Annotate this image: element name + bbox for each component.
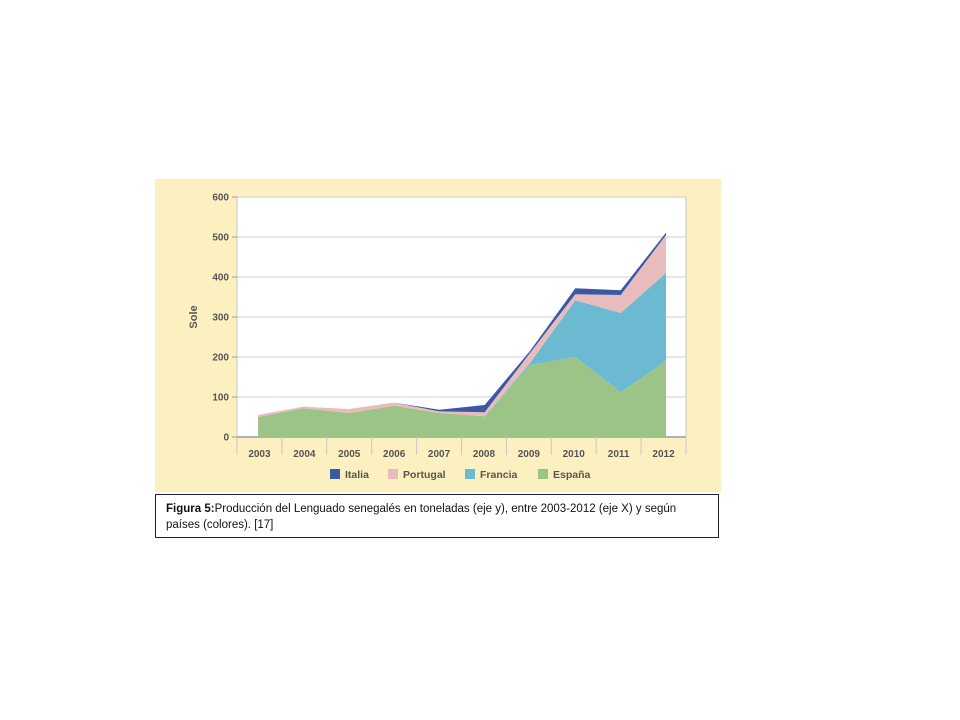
y-tick-label: 100	[212, 393, 229, 404]
x-tick-label: 2010	[563, 449, 586, 460]
caption-text: Producción del Lenguado senegalés en ton…	[166, 503, 677, 531]
x-tick-label: 2007	[428, 449, 451, 460]
y-tick-label: 0	[223, 433, 229, 444]
x-tick-label: 2005	[338, 449, 361, 460]
legend-label: Italia	[345, 469, 369, 481]
x-tick-label: 2006	[383, 449, 406, 460]
y-tick-label: 200	[212, 353, 229, 364]
legend-label: Portugal	[403, 469, 446, 481]
area-series-francia	[258, 273, 666, 417]
chart-panel: 0 100 200 300 400 500 600 2003 2004 2005 2006 2007…	[155, 179, 721, 492]
legend-swatch	[465, 469, 475, 479]
y-axis-title: Sole	[188, 305, 200, 328]
legend-item-espana: España	[538, 469, 591, 481]
y-tick-label: 400	[212, 273, 229, 284]
legend-item-portugal: Portugal	[388, 469, 446, 481]
legend-item-italia: Italia	[330, 469, 369, 481]
x-tick-label: 2011	[608, 449, 630, 460]
caption-label: Figura 5:	[166, 503, 215, 515]
legend-swatch	[388, 469, 398, 479]
legend-label: Francia	[480, 469, 518, 481]
x-tick-label: 2012	[652, 449, 675, 460]
y-tick-label: 600	[212, 193, 229, 204]
legend-item-francia: Francia	[465, 469, 518, 481]
legend-swatch	[538, 469, 548, 479]
y-tick-label: 300	[212, 313, 229, 324]
legend-swatch	[330, 469, 340, 479]
legend-label: España	[553, 469, 591, 481]
figure-caption: Figura 5:Producción del Lenguado senegal…	[155, 494, 719, 538]
x-tick-label: 2003	[248, 449, 271, 460]
y-tick-label: 500	[212, 233, 229, 244]
area-series-espana	[258, 357, 666, 437]
x-tick-label: 2008	[473, 449, 496, 460]
x-tick-label: 2009	[518, 449, 541, 460]
stacked-area-chart: 0 100 200 300 400 500 600 2003 2004 2005 2006 2007…	[188, 193, 687, 481]
x-tick-label: 2004	[293, 449, 316, 460]
